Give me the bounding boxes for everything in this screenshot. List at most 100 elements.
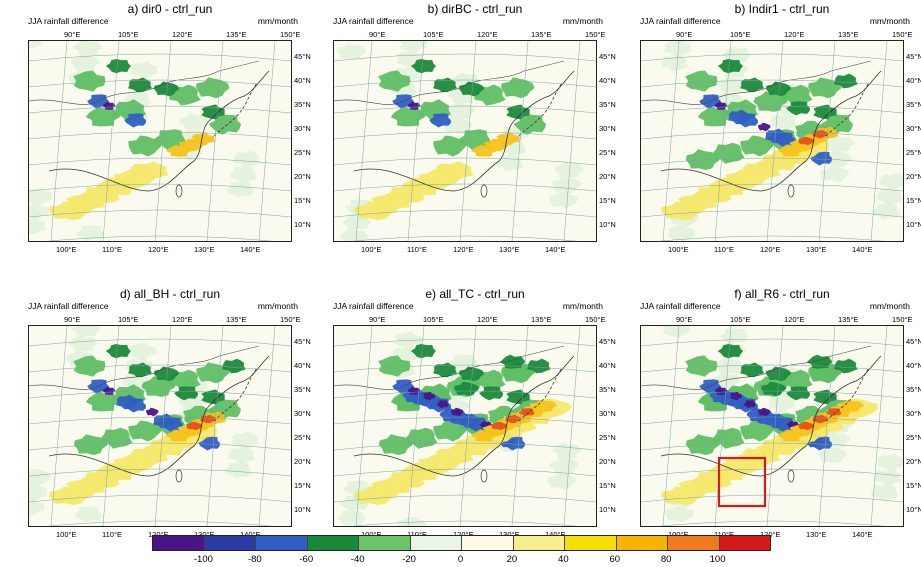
lon-tick-top: 90°E [369, 30, 386, 39]
light-green-patch [825, 135, 856, 152]
light-green-patch [29, 41, 43, 49]
lon-tick-bottom: 100°E [56, 530, 77, 539]
lat-tick: 45°N [906, 337, 921, 346]
lat-tick: 15°N [294, 196, 311, 205]
units-label: mm/month [562, 301, 603, 311]
graticule-lat [29, 105, 291, 114]
rainfall-decrease-area [201, 389, 225, 405]
colorbar-tick: -80 [247, 554, 262, 565]
rainfall-decrease-area [527, 358, 551, 374]
colorbar-bin [462, 536, 514, 550]
lon-tick-bottom: 100°E [668, 245, 689, 254]
rainfall-decrease-area [761, 381, 787, 397]
lon-tick-top: 120°E [172, 30, 193, 39]
rainfall-increase-area [129, 161, 169, 181]
rainfall-decrease-area [105, 59, 131, 74]
light-green-patch [70, 54, 101, 71]
lon-tick-top: 105°E [423, 315, 444, 324]
lat-tick: 45°N [599, 52, 616, 61]
coastline [48, 70, 270, 192]
rainfall-decrease-area [479, 386, 503, 401]
graticule-lat [334, 157, 596, 166]
light-green-patch [29, 217, 46, 235]
graticule-lon [766, 326, 784, 526]
strong-decrease-area [714, 101, 728, 110]
map-panel-5: e) all_TC - ctrl_run JJA rainfall differe… [325, 287, 625, 555]
light-green-patch [336, 43, 367, 60]
light-green-patch [233, 150, 261, 168]
rainfall-decrease-area [501, 77, 535, 99]
graticule-lat [334, 131, 596, 140]
graticule-lat [334, 416, 596, 425]
strong-decrease-area [423, 391, 435, 401]
graticule-lat [334, 79, 596, 88]
lon-tick-bottom: 130°E [194, 530, 215, 539]
lat-tick: 40°N [294, 76, 311, 85]
light-green-patch [128, 342, 156, 360]
coastline [660, 70, 882, 192]
light-green-patch [394, 331, 422, 349]
rainfall-increase-area [434, 161, 474, 181]
graticule-lon [206, 41, 224, 241]
taiwan-outline [175, 469, 183, 483]
lon-tick-bottom: 110°E [407, 530, 427, 539]
strong-increase-area [812, 414, 828, 424]
lat-tick: 25°N [906, 433, 921, 442]
graticule-lat [334, 468, 596, 477]
rainfall-decrease-area [154, 129, 186, 150]
units-label: mm/month [562, 16, 603, 26]
graticule-lat [29, 364, 291, 373]
lon-tick-bottom: 130°E [499, 530, 520, 539]
lon-tick-top: 105°E [118, 315, 139, 324]
rainfall-decrease-area [717, 344, 743, 359]
variable-label: JJA rainfall difference [28, 16, 109, 26]
graticule-lon [355, 326, 373, 526]
graticule-lon [511, 41, 529, 241]
graticule-lat [29, 494, 291, 503]
light-green-patch [822, 150, 853, 168]
panel-title: b) Indir1 - ctrl_run [734, 2, 830, 16]
graticule-lon [870, 41, 888, 241]
strong-increase-area [812, 129, 828, 139]
rainfall-decrease-area [378, 355, 411, 377]
graticule-lat [334, 338, 596, 347]
graticule-lat [641, 338, 903, 347]
strong-decrease-area [758, 122, 771, 132]
light-green-patch [29, 483, 48, 501]
graticule-lon [563, 326, 581, 526]
map-panel-2: b) dirBC - ctrl_run JJA rainfall differen… [325, 2, 625, 270]
light-green-patch [664, 41, 692, 57]
lat-tick: 35°N [294, 385, 311, 394]
lat-tick: 20°N [906, 457, 921, 466]
lat-tick: 15°N [906, 481, 921, 490]
taiwan-outline [480, 469, 488, 483]
light-green-patch [448, 354, 478, 371]
graticule-lat [29, 183, 291, 192]
rainfall-decrease-area [433, 362, 457, 378]
rainfall-decrease-area [128, 362, 152, 378]
light-green-patch [229, 166, 258, 183]
lon-tick-top: 105°E [118, 30, 139, 39]
strong-decrease-area [758, 407, 771, 417]
light-green-patch [662, 326, 690, 338]
graticule-lon [459, 326, 477, 526]
panel-title: f) all_R6 - ctrl_run [734, 287, 830, 301]
rainfall-decrease-area [506, 104, 530, 120]
graticule-lon [258, 41, 276, 241]
map-panel-3: b) Indir1 - ctrl_run JJA rainfall differe… [632, 2, 921, 270]
lon-tick-top: 105°E [423, 30, 444, 39]
strong-decrease-area [102, 386, 116, 395]
strong-increase-area [491, 421, 508, 431]
light-green-patch [875, 187, 903, 205]
lat-tick: 10°N [599, 505, 616, 514]
rainfall-decrease-area [685, 149, 720, 171]
map-area [640, 325, 904, 527]
coastline [48, 355, 270, 477]
lon-tick-top: 135°E [531, 315, 552, 324]
border-line [641, 345, 872, 390]
rainfall-decrease-area [454, 381, 480, 397]
graticule-lon [102, 326, 120, 526]
graticule-lat [641, 157, 903, 166]
lon-tick-top: 150°E [892, 30, 913, 39]
border-line [334, 60, 565, 105]
